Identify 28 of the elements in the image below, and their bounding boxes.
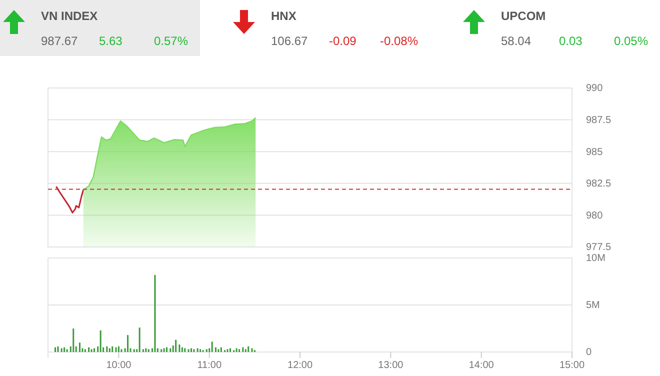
y-tick-label: 0 <box>586 347 592 358</box>
text: 0.05% <box>614 34 648 48</box>
text: 987.67 <box>41 34 78 48</box>
line-series <box>55 186 84 214</box>
x-tick-label: 14:00 <box>468 360 494 372</box>
text: 0.03 <box>559 34 583 48</box>
y-tick-label: 982.5 <box>586 178 612 190</box>
text: UPCOM <box>501 9 546 23</box>
y-tick-label: 980 <box>586 210 604 222</box>
y-tick-label: 977.5 <box>586 242 612 254</box>
y-tick-label: 5M <box>586 300 600 312</box>
y-tick-label: 987.5 <box>586 115 612 126</box>
text: 0.57% <box>154 34 188 48</box>
text: 106.67 <box>271 34 308 48</box>
text: -0.09 <box>329 34 357 48</box>
text: -0.08% <box>380 34 418 48</box>
x-tick-label: 15:00 <box>559 360 585 372</box>
y-tick-label: 990 <box>586 83 604 94</box>
x-tick-label: 12:00 <box>288 360 313 372</box>
text: 58.04 <box>501 34 532 48</box>
y-tick-label: 10M <box>586 253 606 264</box>
text: VN INDEX <box>41 9 98 23</box>
x-tick-label: 11:00 <box>197 360 222 372</box>
x-tick-label: 10:00 <box>106 360 132 372</box>
y-tick-label: 985 <box>586 146 604 158</box>
x-tick-label: 13:00 <box>378 360 404 372</box>
text: 5.63 <box>99 34 123 48</box>
text: HNX <box>271 9 296 23</box>
